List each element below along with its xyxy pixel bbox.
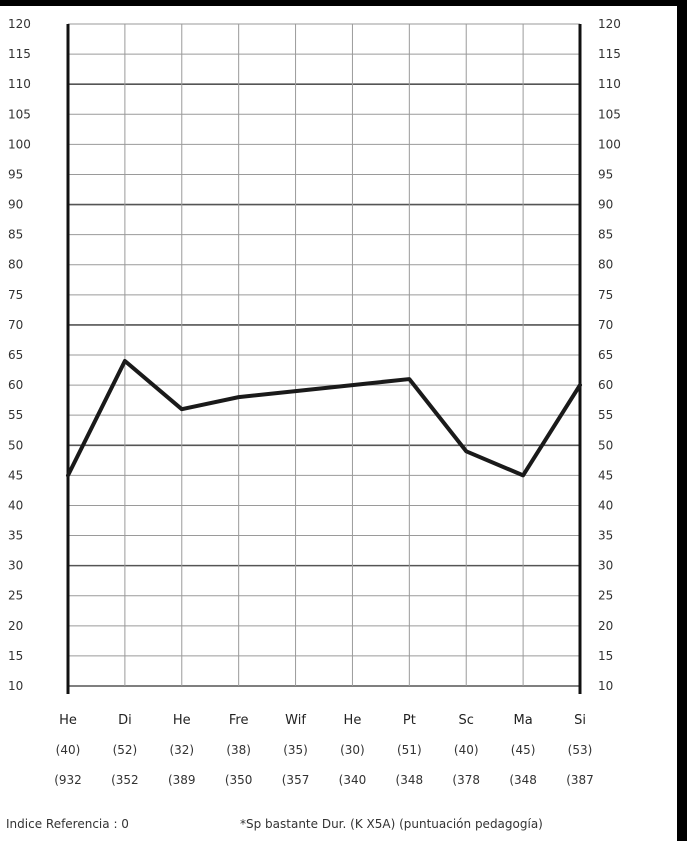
x-sub-label-1: (30) <box>340 743 365 757</box>
x-sub-label-2: (352 <box>111 773 139 787</box>
y-tick-label-right: 65 <box>598 348 613 362</box>
y-tick-label-right: 110 <box>598 77 621 91</box>
x-sub-label-1: (40) <box>454 743 479 757</box>
y-tick-label-right: 120 <box>598 17 621 31</box>
line-chart: 10 15 20 25 30 35 40 45 50 55 60 65 70 75 80 85 90 95 100 1… <box>8 17 621 787</box>
y-tick-label-left: 110 <box>8 77 31 91</box>
y-tick-label-left: 70 <box>8 318 23 332</box>
x-sub-label-2: (340 <box>339 773 367 787</box>
data-point <box>123 359 127 363</box>
y-tick-label-right: 85 <box>598 228 613 242</box>
y-tick-label-right: 100 <box>598 137 621 151</box>
data-point <box>350 383 354 387</box>
y-tick-label-right: 60 <box>598 378 613 392</box>
x-category-label: Pt <box>403 713 416 728</box>
y-tick-label-left: 115 <box>8 47 31 61</box>
x-sub-label-1: (45) <box>511 743 536 757</box>
y-tick-label-right: 70 <box>598 318 613 332</box>
x-sub-label-1: (51) <box>397 743 422 757</box>
y-tick-label-left: 10 <box>8 679 23 693</box>
y-tick-label-left: 30 <box>8 559 23 573</box>
y-tick-label-left: 65 <box>8 348 23 362</box>
y-tick-label-left: 40 <box>8 498 23 512</box>
y-tick-label-right: 35 <box>598 529 613 543</box>
x-category-label: Di <box>118 713 132 728</box>
y-tick-label-left: 15 <box>8 649 23 663</box>
data-point <box>464 449 468 453</box>
series-line <box>66 359 582 478</box>
y-tick-labels: 10 15 20 25 30 35 40 45 50 55 60 65 70 75 80 85 90 95 100 1… <box>8 17 621 693</box>
y-tick-label-left: 95 <box>8 167 23 181</box>
y-tick-label-left: 105 <box>8 107 31 121</box>
x-category-label: He <box>59 713 77 728</box>
data-series <box>66 359 582 478</box>
y-tick-label-right: 10 <box>598 679 613 693</box>
y-tick-label-left: 55 <box>8 408 23 422</box>
x-sub-label-1: (35) <box>283 743 308 757</box>
x-sub-label-1: (32) <box>169 743 194 757</box>
x-sub-label-2: (348 <box>509 773 537 787</box>
y-tick-label-left: 80 <box>8 258 23 272</box>
y-tick-label-right: 90 <box>598 198 613 212</box>
chart-axes <box>66 24 582 694</box>
y-tick-label-right: 75 <box>598 288 613 302</box>
y-tick-label-right: 50 <box>598 438 613 452</box>
y-tick-label-right: 30 <box>598 559 613 573</box>
x-sub-label-2: (389 <box>168 773 196 787</box>
y-tick-label-left: 35 <box>8 529 23 543</box>
x-sub-label-1: (53) <box>568 743 593 757</box>
y-tick-label-right: 95 <box>598 167 613 181</box>
x-sub-label-1: (38) <box>226 743 251 757</box>
footer-reference-note: Indice Referencia : 0 <box>6 817 129 831</box>
y-tick-label-right: 45 <box>598 468 613 482</box>
x-category-label: Ma <box>514 713 533 728</box>
data-point <box>578 383 582 387</box>
y-tick-label-left: 50 <box>8 438 23 452</box>
x-category-label: Sc <box>459 713 474 728</box>
data-point <box>180 407 184 411</box>
y-tick-label-left: 20 <box>8 619 23 633</box>
x-sub-label-2: (348 <box>396 773 424 787</box>
chart-frame: 10 15 20 25 30 35 40 45 50 55 60 65 70 75 80 85 90 95 100 1… <box>0 6 677 841</box>
chart-footer: Indice Referencia : 0 *Sp bastante Dur. … <box>0 817 677 837</box>
y-tick-label-left: 100 <box>8 137 31 151</box>
y-tick-label-left: 25 <box>8 589 23 603</box>
y-tick-label-right: 15 <box>598 649 613 663</box>
data-point <box>237 395 241 399</box>
x-sub-label-2: (932 <box>54 773 82 787</box>
x-sub-label-2: (378 <box>452 773 480 787</box>
y-tick-label-left: 45 <box>8 468 23 482</box>
y-tick-label-right: 20 <box>598 619 613 633</box>
x-category-label: Fre <box>229 713 249 728</box>
y-tick-label-right: 80 <box>598 258 613 272</box>
x-category-label: He <box>344 713 362 728</box>
data-point <box>66 473 70 477</box>
y-tick-label-right: 25 <box>598 589 613 603</box>
y-tick-label-left: 120 <box>8 17 31 31</box>
category-labels: He (40) (932 Di (52) (352 He (32) (389 Fre (38) (35… <box>54 713 594 787</box>
y-tick-label-left: 60 <box>8 378 23 392</box>
y-tick-label-right: 55 <box>598 408 613 422</box>
y-tick-label-left: 75 <box>8 288 23 302</box>
x-category-label: He <box>173 713 191 728</box>
x-sub-label-2: (350 <box>225 773 253 787</box>
x-sub-label-1: (52) <box>113 743 138 757</box>
y-tick-label-right: 40 <box>598 498 613 512</box>
x-category-label: Si <box>574 713 586 728</box>
footer-legend-note: *Sp bastante Dur. (K X5A) (puntuación pe… <box>240 817 543 831</box>
data-point <box>407 377 411 381</box>
y-tick-label-left: 85 <box>8 228 23 242</box>
x-sub-label-2: (357 <box>282 773 310 787</box>
data-point <box>294 389 298 393</box>
y-tick-label-left: 90 <box>8 198 23 212</box>
x-category-label: Wif <box>285 713 306 728</box>
grid-lines <box>68 23 580 687</box>
x-sub-label-2: (387 <box>566 773 594 787</box>
x-sub-label-1: (40) <box>56 743 81 757</box>
data-point <box>521 473 525 477</box>
y-tick-label-right: 105 <box>598 107 621 121</box>
y-tick-label-right: 115 <box>598 47 621 61</box>
